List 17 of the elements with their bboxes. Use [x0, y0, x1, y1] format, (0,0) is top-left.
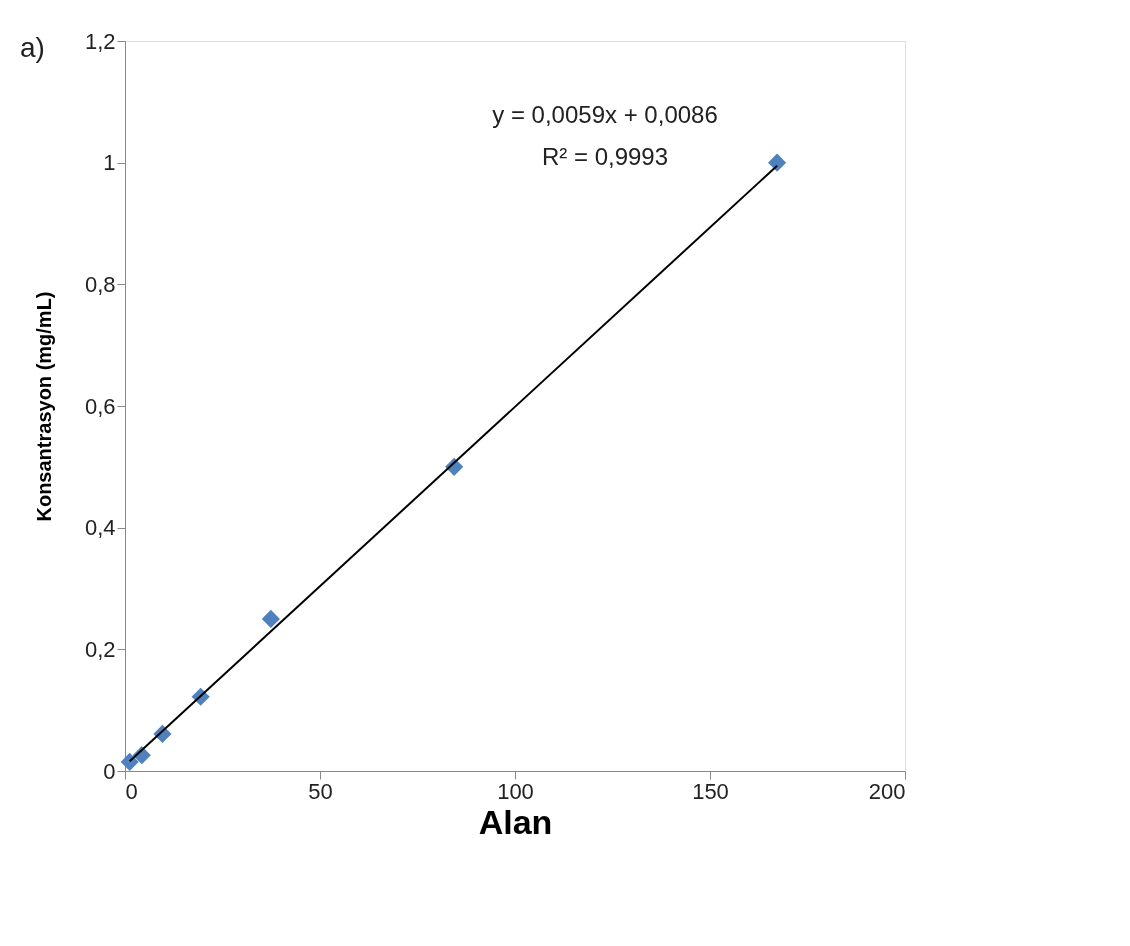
- y-tick-label: 1: [103, 150, 116, 176]
- x-tick-label: 50: [308, 778, 333, 804]
- y-tick-label: 0,8: [84, 271, 116, 297]
- x-tick-label: 150: [692, 778, 729, 804]
- y-tick-label: 0: [103, 758, 116, 784]
- x-tick-label: 100: [497, 778, 534, 804]
- x-tick-label: 0: [125, 778, 138, 804]
- y-tick-label: 1,2: [84, 28, 116, 54]
- y-axis-title: Konsantrasyon (mg/mL): [32, 291, 55, 522]
- annotation: y = 0,0059x + 0,0086: [492, 101, 718, 128]
- text: a): [20, 32, 45, 63]
- x-axis-title: Alan: [478, 802, 553, 841]
- x-tick-label: 200: [868, 778, 906, 804]
- y-tick-label: 0,4: [84, 515, 116, 541]
- annotation: R² = 0,9993: [541, 143, 669, 170]
- y-tick-label: 0,2: [84, 636, 116, 662]
- y-tick-label: 0,6: [84, 393, 116, 419]
